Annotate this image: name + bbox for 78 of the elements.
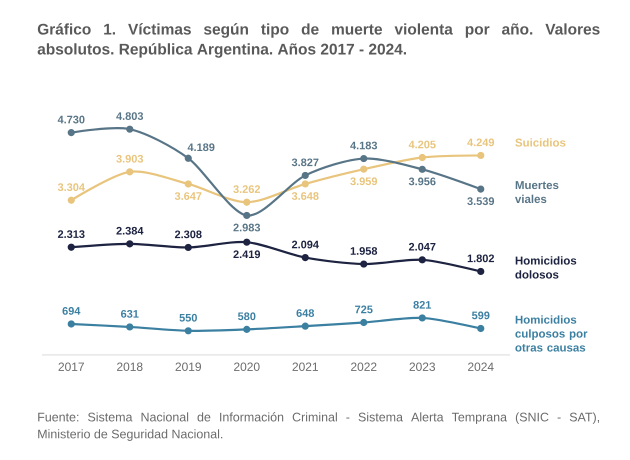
data-label: 4.803 xyxy=(116,112,144,120)
point xyxy=(302,172,309,180)
point xyxy=(477,324,484,332)
point xyxy=(126,323,134,331)
point xyxy=(126,126,134,133)
point xyxy=(418,154,426,162)
x-tick-label: 2022 xyxy=(351,362,376,371)
point xyxy=(68,196,75,204)
data-label: 821 xyxy=(413,301,432,309)
point xyxy=(243,212,250,220)
text: Homicidios culposos por otras causas xyxy=(515,315,588,352)
data-label: 4.249 xyxy=(467,138,494,146)
data-label: 580 xyxy=(238,312,256,320)
point xyxy=(184,180,192,188)
data-label: 3.956 xyxy=(408,178,436,186)
data-label: 3.959 xyxy=(350,177,378,186)
point xyxy=(184,154,192,162)
data-label: 3.262 xyxy=(233,185,260,194)
point xyxy=(243,238,250,246)
x-tick-label: 2018 xyxy=(117,362,143,371)
point xyxy=(184,327,192,334)
point xyxy=(477,268,484,276)
data-label: 3.647 xyxy=(174,192,202,200)
x-tick-label: 2024 xyxy=(468,362,494,371)
data-label: 2.047 xyxy=(408,242,436,251)
data-label: 550 xyxy=(179,314,197,322)
data-label: 2.384 xyxy=(116,226,144,235)
chart-title: Gráfico 1. Víctimas según tipo de muerte violenta por año. Valores absolutos. República Argentina. Años 2017 - 2024. xyxy=(38,23,600,58)
data-label: 2.983 xyxy=(233,224,260,232)
data-label: 3.539 xyxy=(467,197,494,206)
data-label: 694 xyxy=(62,307,80,315)
point xyxy=(68,320,75,328)
data-label: 2.313 xyxy=(58,230,85,238)
point xyxy=(360,166,368,173)
point xyxy=(418,166,426,173)
data-label: 725 xyxy=(355,306,373,314)
data-label: 631 xyxy=(121,310,139,318)
data-label: 2.308 xyxy=(174,230,202,238)
data-label: 1.958 xyxy=(350,247,378,255)
point xyxy=(184,244,192,252)
data-label: 2.094 xyxy=(292,240,319,248)
data-label: 3.903 xyxy=(116,154,144,163)
x-tick-label: 2021 xyxy=(292,362,318,371)
point xyxy=(302,180,309,188)
data-label: 648 xyxy=(296,309,314,317)
data-label: 2.419 xyxy=(233,250,260,258)
point xyxy=(360,154,368,162)
data-label: 599 xyxy=(472,312,490,320)
data-label: 4.189 xyxy=(188,143,214,152)
data-label: 4.183 xyxy=(350,142,378,150)
x-tick-label: 2023 xyxy=(410,362,436,371)
text: Homicidios dolosos xyxy=(515,256,576,279)
x-tick-label: 2020 xyxy=(234,362,260,371)
point xyxy=(243,198,250,206)
data-label: 3.827 xyxy=(292,158,318,166)
point xyxy=(360,260,368,268)
text: Suicidios xyxy=(515,138,566,147)
point xyxy=(68,244,75,251)
point xyxy=(360,318,368,326)
x-tick-label: 2019 xyxy=(176,362,201,371)
data-label: 1.802 xyxy=(468,254,494,262)
text: Muertes viales xyxy=(515,181,558,204)
point xyxy=(126,240,134,248)
point xyxy=(418,314,426,322)
x-tick-label: 2017 xyxy=(58,362,84,371)
point xyxy=(243,326,250,333)
source-note: Fuente: Sistema Nacional de Información Criminal - Sistema Alerta Temprana (SNIC - SAT), Ministerio de Seguridad Nacional. xyxy=(38,412,600,441)
data-label: 4.205 xyxy=(408,140,436,148)
point xyxy=(302,254,309,262)
point xyxy=(126,168,134,176)
point xyxy=(418,256,426,264)
point xyxy=(477,152,484,160)
data-label: 3.648 xyxy=(292,192,319,200)
point xyxy=(477,186,484,193)
data-label: 4.730 xyxy=(58,116,85,124)
point xyxy=(302,322,309,330)
point xyxy=(68,129,75,136)
data-label: 3.304 xyxy=(58,183,85,192)
